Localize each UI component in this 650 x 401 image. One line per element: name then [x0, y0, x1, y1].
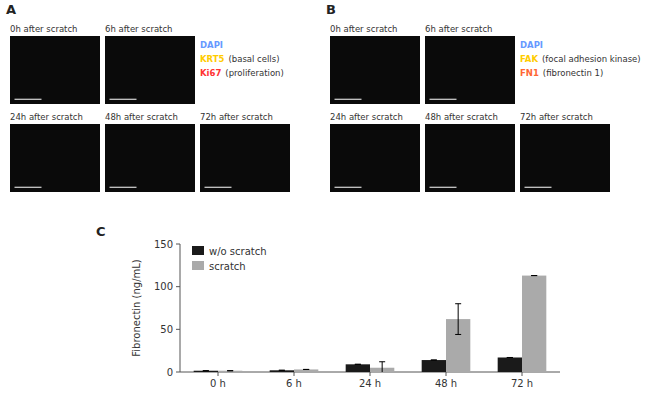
bar [498, 357, 522, 372]
bar [346, 364, 370, 372]
channel-legend-text: DAPI [200, 40, 223, 50]
panel-title: 48h after scratch [425, 112, 498, 122]
image-panel [425, 124, 515, 192]
y-axis-label: Fibronectin (ng/mL) [131, 259, 142, 357]
scale-bar [15, 187, 42, 188]
image-panel [105, 124, 195, 192]
y-tick-label: 0 [167, 367, 173, 378]
legend-label: w/o scratch [209, 246, 267, 257]
x-tick [370, 372, 371, 376]
error-bar [379, 362, 385, 372]
y-tick-label: 50 [160, 324, 173, 335]
x-tick-label: 6 h [286, 378, 302, 389]
legend: w/o scratch scratch [192, 246, 267, 272]
panel-title: 24h after scratch [330, 112, 403, 122]
x-tick [522, 372, 523, 376]
legend-swatch [192, 261, 204, 270]
image-panel [330, 36, 420, 104]
scale-bar [110, 99, 137, 100]
error-bar [531, 275, 537, 276]
error-bar [455, 304, 461, 335]
y-tick [176, 329, 180, 330]
y-tick [176, 286, 180, 287]
channel-legend-text: KRT5 [200, 54, 225, 64]
bar [422, 360, 446, 372]
legend-swatch [192, 246, 204, 255]
x-tick [218, 372, 219, 376]
y-tick-label: 150 [154, 239, 173, 250]
error-bar [355, 364, 361, 365]
error-bar [203, 370, 209, 371]
panel-title: 6h after scratch [425, 24, 493, 34]
scale-bar [335, 99, 362, 100]
image-panel [10, 36, 100, 104]
x-tick-label: 48 h [435, 378, 457, 389]
x-tick-label: 0 h [210, 378, 226, 389]
bar [270, 370, 294, 372]
x-tick [446, 372, 447, 376]
image-panel [105, 36, 195, 104]
error-bar [303, 369, 309, 370]
plot-area [194, 276, 547, 372]
scale-bar [110, 187, 137, 188]
x-tick-label: 72 h [511, 378, 533, 389]
error-bar [431, 360, 437, 361]
bar [522, 276, 546, 372]
panel-title: 72h after scratch [200, 112, 273, 122]
image-panel [425, 36, 515, 104]
legend-label: scratch [209, 261, 246, 272]
y-tick [176, 372, 180, 373]
image-panel [10, 124, 100, 192]
x-tick-label: 24 h [359, 378, 381, 389]
error-bar [279, 370, 285, 371]
image-panel [520, 124, 610, 192]
panel-title: 0h after scratch [10, 24, 78, 34]
panel-title: 48h after scratch [105, 112, 178, 122]
channel-legend-text: (fibronectin 1) [543, 68, 603, 78]
error-bar [507, 357, 513, 358]
image-panel [330, 124, 420, 192]
figure: A 0h after scratch 6h after scratch 24h aft… [0, 0, 650, 401]
scale-bar [430, 99, 457, 100]
x-tick [294, 372, 295, 376]
scale-bar [335, 187, 362, 188]
channel-legend-text: (basal cells) [228, 54, 279, 64]
image-panel [200, 124, 290, 192]
panel-title: 24h after scratch [10, 112, 83, 122]
panel-label: B [326, 2, 336, 17]
channel-legend-text: Ki67 [200, 68, 221, 78]
y-tick-label: 100 [154, 281, 173, 292]
channel-legend-text: (proliferation) [225, 68, 283, 78]
y-axis [180, 244, 181, 372]
panel-title: 72h after scratch [520, 112, 593, 122]
channel-legend-text: FN1 [520, 68, 539, 78]
scale-bar [430, 187, 457, 188]
y-tick [176, 244, 180, 245]
channel-legend-text: (focal adhesion kinase) [542, 54, 641, 64]
panel-title: 6h after scratch [105, 24, 173, 34]
error-bar [227, 370, 233, 371]
panel-label: A [6, 2, 16, 17]
channel-legend-text: DAPI [520, 40, 543, 50]
panel-title: 0h after scratch [330, 24, 398, 34]
bar [194, 371, 218, 372]
scale-bar [205, 187, 232, 188]
channel-legend-text: FAK [520, 54, 538, 64]
bar [294, 369, 318, 372]
scale-bar [15, 99, 42, 100]
panel-label: C [96, 224, 106, 239]
scale-bar [525, 187, 552, 188]
bar [218, 371, 242, 372]
